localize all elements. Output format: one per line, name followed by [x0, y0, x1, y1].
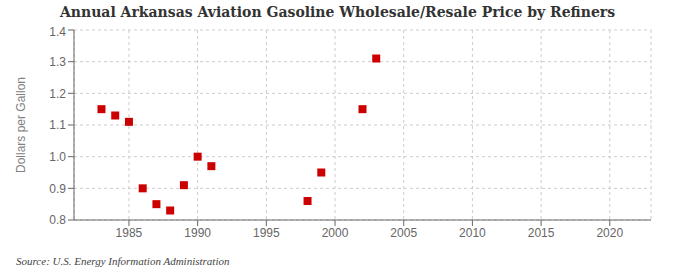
svg-text:2020: 2020: [596, 226, 623, 240]
svg-text:0.9: 0.9: [49, 182, 66, 196]
svg-text:1.4: 1.4: [49, 25, 66, 39]
html-text:Source: U.S. Energy Informatio: Source: U.S. Energy Information Administ…: [16, 255, 230, 267]
svg-text:1985: 1985: [116, 226, 143, 240]
html-text:Annual Arkansas Aviation Gasol: Annual Arkansas Aviation Gasoline Wholes…: [59, 4, 616, 20]
svg-text:Dollars per Gallon: Dollars per Gallon: [14, 77, 28, 173]
svg-text:1.0: 1.0: [49, 150, 66, 164]
svg-text:2005: 2005: [390, 226, 417, 240]
svg-text:1.2: 1.2: [49, 87, 66, 101]
svg-text:2000: 2000: [322, 226, 349, 240]
svg-text:1990: 1990: [184, 226, 211, 240]
svg-text:1.1: 1.1: [49, 118, 66, 132]
svg-text:2010: 2010: [459, 226, 486, 240]
svg-text:2015: 2015: [528, 226, 555, 240]
svg-text:0.8: 0.8: [49, 213, 66, 227]
svg-text:1.3: 1.3: [49, 55, 66, 69]
svg-text:1995: 1995: [253, 226, 280, 240]
